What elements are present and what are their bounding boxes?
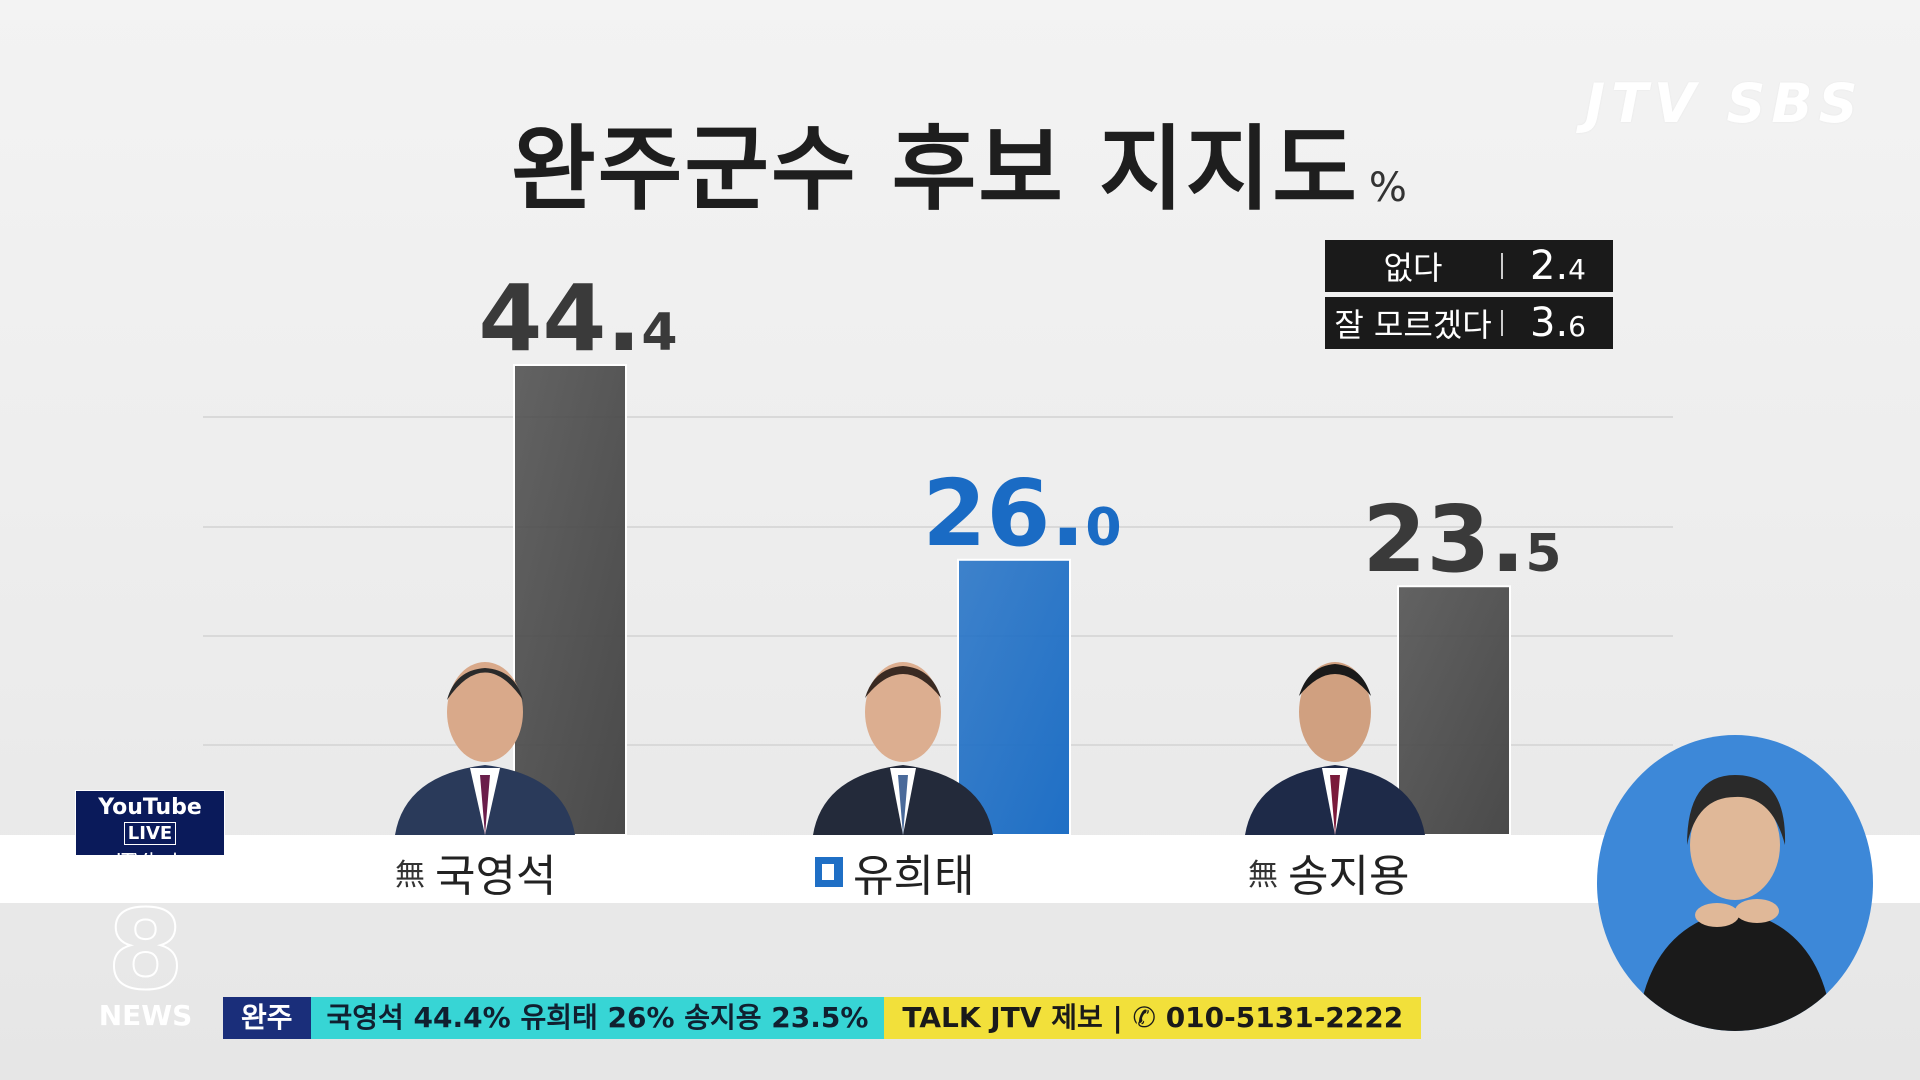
youtube-brand-text: YouTube <box>98 795 202 820</box>
candidate-photo-2 <box>813 662 993 835</box>
candidate-name-2: 유희태 <box>815 840 974 904</box>
candidate-name-3-text: 송지용 <box>1288 851 1410 902</box>
legend-divider <box>1501 310 1503 336</box>
news-ticker: 완주 국영석 44.4% 유희태 26% 송지용 23.5% TALK JTV … <box>223 997 1422 1039</box>
legend-dont-know-label: 잘 모르겠다 <box>1334 306 1492 344</box>
legend-dont-know-value-int: 3. <box>1530 300 1569 346</box>
candidate-name-3: 無 송지용 <box>1248 840 1409 904</box>
independent-mark-3: 無 <box>1248 858 1278 893</box>
ticker-tip-line: TALK JTV 제보 | ✆ 010-5131-2222 <box>884 997 1422 1039</box>
legend-none: 없다 2.4 <box>1325 240 1613 292</box>
sign-language-interpreter-inset <box>1597 735 1873 1031</box>
legend-divider <box>1501 253 1503 279</box>
bar-유희태 <box>957 558 1071 836</box>
legend-none-value-int: 2. <box>1530 243 1569 289</box>
broadcaster-logo: JTV SBS <box>1585 72 1864 135</box>
candidate-name-2-text: 유희태 <box>853 851 975 902</box>
news-logo-text: NEWS <box>98 999 193 1032</box>
youtube-live-tag: LIVE <box>123 822 177 845</box>
news-logo: 8 NEWS <box>98 886 193 1032</box>
candidate-photo-3 <box>1245 662 1425 835</box>
chart-title-text: 완주군수 후보 지지도 <box>511 116 1359 223</box>
legend-none-value: 2.4 <box>1503 243 1613 289</box>
ticker-headline: 국영석 44.4% 유희태 26% 송지용 23.5% <box>310 997 885 1039</box>
legend-none-label: 없다 <box>1383 249 1443 287</box>
value-label-유희태: 26.0 <box>922 460 1121 567</box>
value-label-송지용: 23.5 <box>1362 486 1561 593</box>
news-logo-number: 8 <box>106 886 185 1014</box>
bar-송지용 <box>1397 585 1511 836</box>
legend-dont-know-value: 3.6 <box>1503 300 1613 346</box>
candidate-name-1: 無 국영석 <box>395 840 556 904</box>
value-label-국영석: 44.4 <box>478 265 677 372</box>
legend-none-value-dec: 4 <box>1568 253 1586 286</box>
chart-title-unit: % <box>1368 165 1409 211</box>
legend-dont-know-value-dec: 6 <box>1568 310 1586 343</box>
ticker-region: 완주 <box>223 997 311 1039</box>
legend-dont-know: 잘 모르겠다 3.6 <box>1325 297 1613 349</box>
interpreter-figure <box>1637 775 1833 1031</box>
democratic-party-icon <box>815 857 843 887</box>
independent-mark-1: 無 <box>395 858 425 893</box>
youtube-live-badge: YouTube LIVE JTV뉴스 <box>75 790 225 873</box>
candidate-photo-1 <box>395 662 575 835</box>
youtube-channel: JTV뉴스 <box>115 849 185 873</box>
bar-국영석 <box>513 364 627 836</box>
chart-title: 완주군수 후보 지지도% <box>0 95 1920 228</box>
candidate-name-1-text: 국영석 <box>435 851 557 902</box>
youtube-brand: YouTube LIVE <box>76 795 224 845</box>
